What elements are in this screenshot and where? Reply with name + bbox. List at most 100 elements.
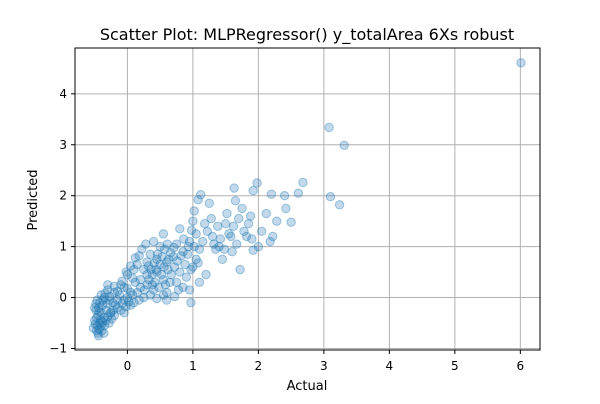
scatter-point: [175, 267, 185, 277]
scatter-point: [193, 195, 203, 205]
scatter-point: [130, 253, 140, 263]
scatter-point: [147, 280, 157, 290]
scatter-point: [175, 224, 185, 234]
scatter-point: [182, 249, 193, 259]
scatter-point: [114, 290, 125, 300]
scatter-point: [183, 241, 194, 252]
scatter-point: [266, 189, 277, 199]
scatter-point: [119, 308, 129, 318]
scatter-point: [105, 308, 116, 318]
scatter-point: [286, 217, 296, 227]
scatter-point: [117, 298, 127, 309]
x-tick-label: 3: [320, 359, 328, 373]
scatter-point: [96, 320, 106, 331]
scatter-point: [196, 189, 206, 200]
scatter-point: [189, 241, 199, 252]
scatter-point: [186, 297, 196, 308]
scatter-point: [91, 305, 101, 315]
scatter-point: [91, 313, 102, 323]
scatter-point: [93, 303, 104, 313]
scatter-point: [142, 257, 152, 267]
scatter-point: [112, 286, 123, 297]
scatter-point: [127, 290, 138, 300]
scatter-point: [119, 282, 129, 293]
scatter-point: [191, 254, 201, 265]
scatter-point: [99, 292, 110, 303]
scatter-point: [96, 290, 106, 300]
scatter-point: [324, 122, 334, 133]
scatter-point: [137, 244, 147, 254]
scatter-point: [161, 287, 172, 298]
scatter-point: [188, 262, 198, 272]
scatter-point: [171, 277, 182, 287]
scatter-point: [96, 308, 106, 318]
scatter-point: [91, 298, 101, 309]
scatter-point: [193, 258, 203, 268]
scatter-point: [90, 319, 101, 329]
scatter-point: [159, 262, 169, 272]
scatter-point: [129, 297, 139, 308]
scatter-point: [135, 275, 146, 285]
scatter-point: [152, 267, 162, 277]
scatter-point: [150, 277, 160, 287]
y-tick-label: 3: [59, 138, 67, 152]
scatter-point: [100, 288, 110, 299]
scatter-point: [97, 325, 107, 336]
scatter-point: [121, 302, 131, 312]
x-axis-ticks: 0 1 2 3 4 5 6: [124, 350, 524, 373]
scatter-point: [184, 285, 195, 295]
scatter-point: [186, 264, 196, 275]
scatter-point: [176, 251, 186, 261]
scatter-point: [93, 328, 103, 338]
scatter-point: [169, 242, 179, 253]
scatter-point: [202, 226, 212, 237]
scatter-point: [228, 221, 239, 231]
scatter-point: [139, 264, 149, 275]
scatter-point: [339, 140, 349, 150]
scatter-point: [160, 244, 170, 254]
scatter-point: [161, 295, 172, 305]
scatter-point: [92, 320, 102, 331]
scatter-point: [148, 236, 159, 247]
scatter-point: [108, 305, 118, 315]
scatter-point: [109, 281, 119, 292]
scatter-point: [268, 231, 278, 242]
scatter-point: [235, 264, 245, 275]
scatter-point: [230, 196, 241, 206]
scatter-point: [97, 317, 108, 327]
scatter-point: [151, 264, 161, 275]
scatter-point: [188, 216, 198, 226]
scatter-point: [122, 292, 133, 303]
scatter-point: [155, 241, 165, 252]
scatter-point: [145, 249, 156, 259]
scatter-point: [215, 234, 226, 244]
scatter-point: [334, 200, 345, 210]
scatter-point: [169, 262, 180, 272]
scatter-point: [104, 318, 114, 328]
scatter-point: [261, 208, 271, 219]
scatter-point: [93, 331, 104, 341]
scatter-point: [253, 241, 264, 252]
scatter-point: [125, 261, 136, 271]
x-tick-label: 1: [189, 359, 197, 373]
scatter-point: [145, 290, 156, 300]
y-tick-label: 4: [59, 87, 67, 101]
scatter-point: [94, 324, 104, 334]
scatter-point: [165, 248, 176, 258]
scatter-point: [92, 295, 102, 305]
scatter-point: [180, 259, 190, 270]
scatter-point: [125, 287, 136, 298]
scatter-point: [91, 325, 102, 336]
scatter-point: [109, 310, 119, 321]
scatter-point: [248, 185, 258, 196]
scatter-point: [103, 312, 113, 322]
scatter-point: [134, 251, 144, 261]
scatter-point: [143, 261, 154, 271]
x-tick-label: 2: [255, 359, 263, 373]
scatter-point: [134, 295, 144, 305]
scatter-point: [265, 236, 275, 247]
scatter-point: [272, 216, 282, 226]
scatter-point: [89, 303, 100, 313]
